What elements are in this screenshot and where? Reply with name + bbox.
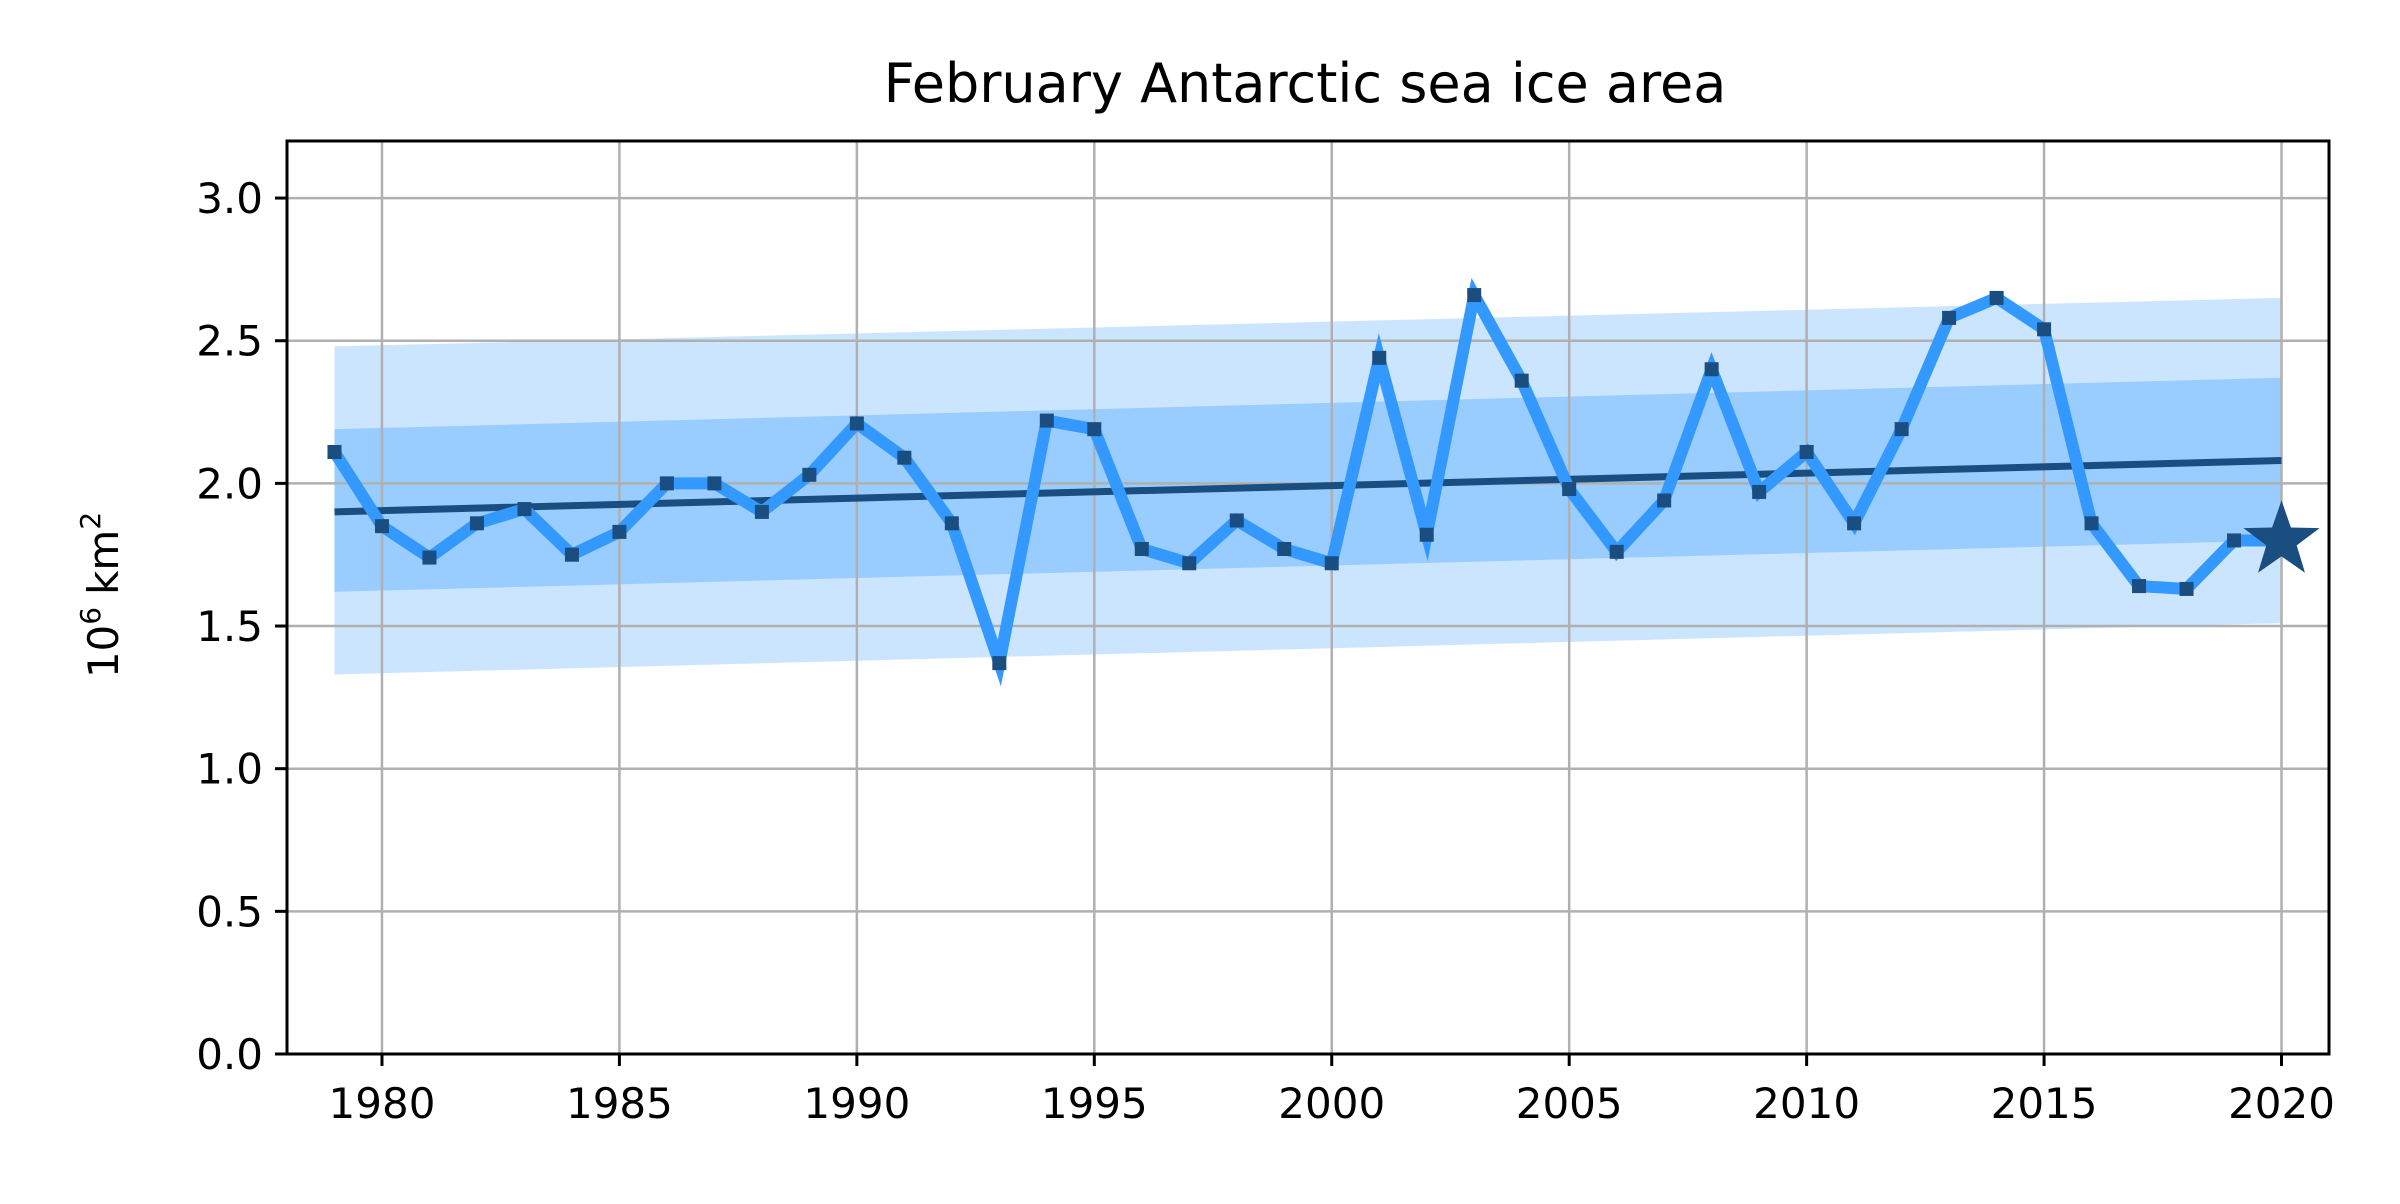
x-tick-label: 2005 bbox=[1516, 1079, 1623, 1128]
data-point-marker bbox=[1372, 350, 1387, 365]
series-layer bbox=[327, 277, 2320, 687]
plot-frame bbox=[285, 139, 2331, 1056]
data-point-marker bbox=[802, 467, 817, 482]
data-point-marker bbox=[1324, 556, 1339, 571]
data-point-marker bbox=[1657, 493, 1672, 508]
x-tick-label: 1985 bbox=[566, 1079, 673, 1128]
data-point-marker bbox=[659, 476, 674, 491]
data-point-marker bbox=[707, 476, 722, 491]
data-point-marker bbox=[1989, 290, 2004, 305]
data-point-marker bbox=[1467, 288, 1482, 303]
x-tick-label: 1990 bbox=[803, 1079, 910, 1128]
x-tick-label: 2010 bbox=[1753, 1079, 1860, 1128]
y-label-exponent: 6 bbox=[74, 607, 107, 625]
data-point-marker bbox=[754, 504, 769, 519]
y-axis-label: 106 km2 bbox=[74, 512, 128, 678]
y-label-base: 10 bbox=[79, 625, 128, 678]
data-point-marker bbox=[1514, 373, 1529, 388]
data-point-marker bbox=[2227, 533, 2242, 548]
data-point-marker bbox=[1942, 310, 1957, 325]
data-point-marker bbox=[2132, 579, 2147, 594]
data-point-marker bbox=[374, 519, 389, 534]
data-point-marker bbox=[1609, 544, 1624, 559]
observed-series-line bbox=[329, 277, 2282, 687]
y-tick-label: 1.0 bbox=[196, 745, 263, 794]
data-point-marker bbox=[1562, 482, 1577, 497]
data-point-marker bbox=[2179, 581, 2194, 596]
data-point-marker bbox=[944, 516, 959, 531]
svg-text:106km2: 106 km2 bbox=[74, 512, 128, 678]
data-point-marker bbox=[1134, 541, 1149, 556]
data-point-marker bbox=[469, 516, 484, 531]
y-tick-label: 3.0 bbox=[196, 174, 263, 223]
highlight-star-marker bbox=[2243, 500, 2320, 573]
data-point-marker bbox=[517, 502, 532, 517]
data-point-marker bbox=[1752, 484, 1767, 499]
y-label-unit-exponent: 2 bbox=[74, 512, 107, 530]
x-tick-label: 1980 bbox=[329, 1079, 436, 1128]
y-tick-label: 1.5 bbox=[196, 602, 263, 651]
y-tick-label: 2.0 bbox=[196, 459, 263, 508]
data-point-marker bbox=[1277, 541, 1292, 556]
data-point-marker bbox=[1704, 362, 1719, 377]
x-tick-label: 2015 bbox=[1991, 1079, 2098, 1128]
data-point-marker bbox=[1847, 516, 1862, 531]
data-point-marker bbox=[2037, 322, 2052, 337]
data-point-marker bbox=[2084, 516, 2099, 531]
data-point-marker bbox=[849, 416, 864, 431]
chart-title: February Antarctic sea ice area bbox=[884, 52, 1727, 115]
axes-frame bbox=[275, 139, 2331, 1066]
y-tick-label: 2.5 bbox=[196, 317, 263, 366]
data-point-marker bbox=[1894, 422, 1909, 437]
data-point-marker bbox=[612, 524, 627, 539]
data-point-marker bbox=[1087, 422, 1102, 437]
data-point-marker bbox=[564, 547, 579, 562]
y-tick-label: 0.0 bbox=[196, 1030, 263, 1079]
data-point-marker bbox=[422, 550, 437, 565]
data-point-marker bbox=[1419, 527, 1434, 542]
x-tick-label: 2000 bbox=[1278, 1079, 1385, 1128]
data-point-marker bbox=[327, 444, 342, 459]
data-point-marker bbox=[897, 450, 912, 465]
data-point-marker bbox=[1229, 513, 1244, 528]
data-point-marker bbox=[992, 656, 1007, 671]
data-point-marker bbox=[1182, 556, 1197, 571]
y-label-unit: km bbox=[79, 530, 128, 595]
tick-labels: 1980 1985 1990 1995 2000 2005 2010 2015 2020 0.0 0… bbox=[196, 174, 2335, 1128]
x-tick-label: 2020 bbox=[2228, 1079, 2335, 1128]
trend-line bbox=[334, 457, 2282, 516]
data-point-marker bbox=[1039, 413, 1054, 428]
x-tick-label: 1995 bbox=[1041, 1079, 1148, 1128]
data-point-marker bbox=[1799, 444, 1814, 459]
y-tick-label: 0.5 bbox=[196, 887, 263, 936]
